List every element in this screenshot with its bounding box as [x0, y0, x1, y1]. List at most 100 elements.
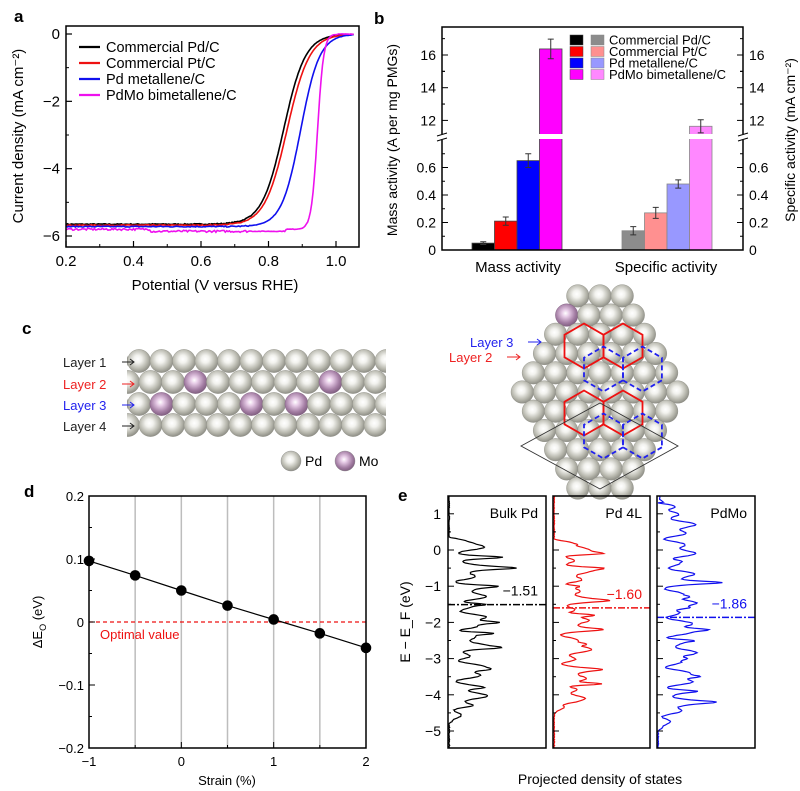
panel-b-break-right [737, 134, 749, 140]
bar-specific-pd-metallene-c [666, 183, 690, 251]
pd-atom [329, 349, 354, 373]
pd-atom [644, 380, 668, 404]
d-band-center-label: −1.86 [712, 595, 748, 611]
panel-b-category-specific: Specific activity [615, 259, 718, 276]
panel-d-ylabel: ΔEO (eV) [30, 596, 48, 649]
y-tick-label: 0 [77, 615, 84, 630]
pd-atom [149, 349, 174, 373]
legend-label: PdMo bimetallene/C [609, 67, 726, 82]
panel-b-break-left [436, 134, 448, 140]
y-tick-label: −4 [425, 687, 441, 703]
pd-atom [296, 413, 320, 437]
pd-atom [632, 361, 656, 385]
dos-panel-title: PdMo [710, 505, 747, 521]
error-bar [630, 226, 637, 236]
pd-atom [262, 392, 286, 416]
y-tick-label-left: 16 [420, 47, 436, 63]
data-point [176, 585, 187, 596]
pd-atom [588, 438, 612, 462]
y-tick-label-left: 0.6 [417, 160, 437, 176]
pd-atom [533, 380, 557, 404]
y-tick-label-right: 14 [749, 80, 765, 96]
panel-b-category-mass: Mass activity [475, 259, 561, 276]
pd-atom [655, 361, 679, 385]
x-tick-label: 0.8 [258, 253, 279, 270]
dos-curve [448, 496, 517, 748]
pd-atom [206, 370, 230, 394]
legend-label: PdMo bimetallene/C [106, 88, 237, 104]
pd-atom [666, 380, 690, 404]
y-tick-label: −0.2 [58, 741, 84, 756]
dos-panel-title: Bulk Pd [490, 505, 538, 521]
legend-swatch-mass [569, 69, 584, 80]
y-tick-label: 0.1 [66, 552, 84, 567]
dos-panel-pd-4l [553, 496, 650, 748]
pd-atom [273, 370, 298, 394]
pd-atom [352, 349, 376, 373]
panel-label-e: e [398, 486, 407, 505]
pd-atom [341, 413, 365, 437]
optimal-value-label: Optimal value [100, 627, 179, 642]
y-tick-label-left: 0.2 [417, 215, 437, 231]
y-tick-label: 1 [433, 506, 441, 522]
pd-atom [621, 457, 645, 481]
legend-swatch-mass [569, 57, 584, 69]
pd-atom [127, 370, 140, 394]
d-band-center-label: −1.51 [503, 583, 539, 599]
panel-d-xlabel: Strain (%) [198, 773, 256, 788]
pd-atom [521, 399, 545, 423]
error-bar [697, 119, 704, 134]
y-tick-label-left: 12 [420, 112, 436, 128]
panel-b-chart: 0 0 0.2 0.2 0.4 0.4 0.6 0.6 12 12 14 14 16 16 Mass ac… [384, 26, 798, 276]
pd-atom [251, 413, 275, 437]
y-tick-label-right: 0.2 [749, 215, 769, 231]
legend-swatch-specific [590, 46, 605, 57]
bar-specific-pdmo-bimetallene-c [689, 125, 713, 251]
unit-cell-outline [520, 402, 679, 490]
pd-atom [273, 413, 298, 437]
panel-d-chart: −1 0 1 2 0.2 0.1 0 −0.1 −0.2 Strain (%) ΔEO (eV)… [30, 489, 372, 788]
pd-atom [138, 370, 163, 394]
y-tick-label-right: 0 [749, 242, 757, 258]
legend-swatch-specific [590, 34, 605, 46]
pd-atom [632, 399, 656, 423]
pd-atom [544, 438, 568, 462]
panel-a-frame [65, 25, 360, 248]
bar-break-gap [688, 134, 713, 139]
pd-atom [599, 303, 623, 327]
layer-arrow-icon [122, 422, 135, 430]
y-tick-label-right: 12 [749, 112, 765, 128]
y-tick-label: −2 [425, 614, 441, 630]
pd-atom [521, 361, 545, 385]
mo-atom [318, 370, 343, 394]
pd-atom [127, 355, 129, 367]
layer-arrow-icon [122, 401, 135, 409]
pd-atom [533, 342, 557, 366]
y-tick-label-right: 0.6 [749, 160, 769, 176]
pd-atom [610, 322, 634, 346]
pd-atom [409, 370, 432, 393]
y-tick-label: −4 [43, 161, 60, 178]
pd-atom [239, 349, 264, 373]
dos-panel-bulk-pd [448, 496, 546, 748]
mo-atom [149, 392, 174, 416]
legend-swatch-specific [590, 69, 605, 80]
bar-mass-pdmo-bimetallene-c [539, 48, 563, 251]
panel-label-b: b [374, 9, 384, 28]
panel-b-break-marks [436, 132, 749, 142]
x-tick-label: 0.4 [123, 253, 144, 270]
x-tick-label: 1 [270, 754, 277, 769]
top-layer-label: Layer 3 [470, 335, 513, 350]
pd-atom [544, 322, 568, 346]
pd-atom [318, 413, 343, 437]
pd-atom [262, 349, 286, 373]
top-view-lattice [510, 284, 690, 500]
y-tick-label: 0 [433, 542, 441, 558]
layer-label: Layer 2 [63, 377, 106, 392]
data-point [129, 570, 141, 581]
data-point [268, 614, 279, 625]
dos-curve [553, 496, 611, 748]
